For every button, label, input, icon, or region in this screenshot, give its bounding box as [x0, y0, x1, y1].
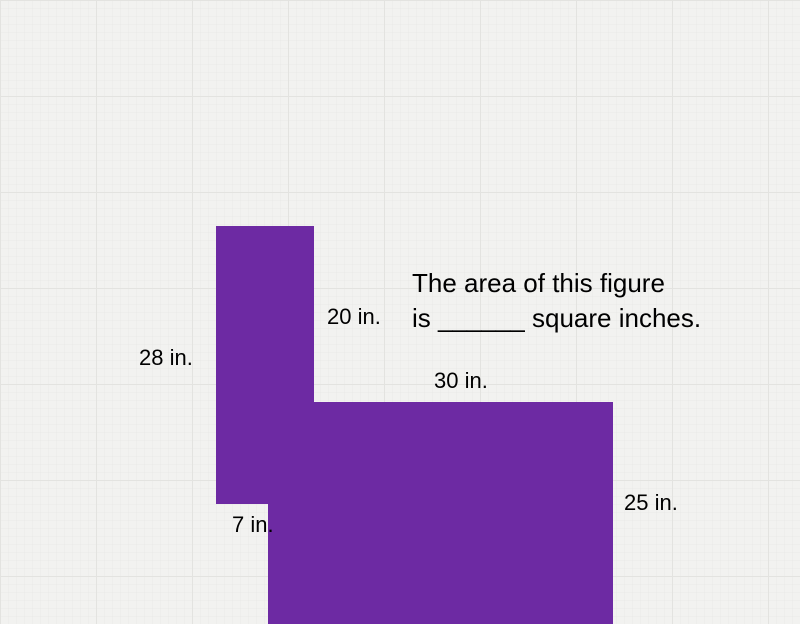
dimension-label-bottom-step: 7 in.: [232, 512, 274, 538]
dimension-label-top-offset: 30 in.: [434, 368, 488, 394]
dimension-label-right: 25 in.: [624, 490, 678, 516]
question-text: The area of this figure is ______ square…: [412, 266, 701, 336]
question-line-2: is ______ square inches.: [412, 301, 701, 336]
dimension-label-upper-right: 20 in.: [327, 304, 381, 330]
question-line-1: The area of this figure: [412, 266, 701, 301]
dimension-label-left: 28 in.: [139, 345, 193, 371]
figure-rect-horizontal: [268, 402, 613, 624]
